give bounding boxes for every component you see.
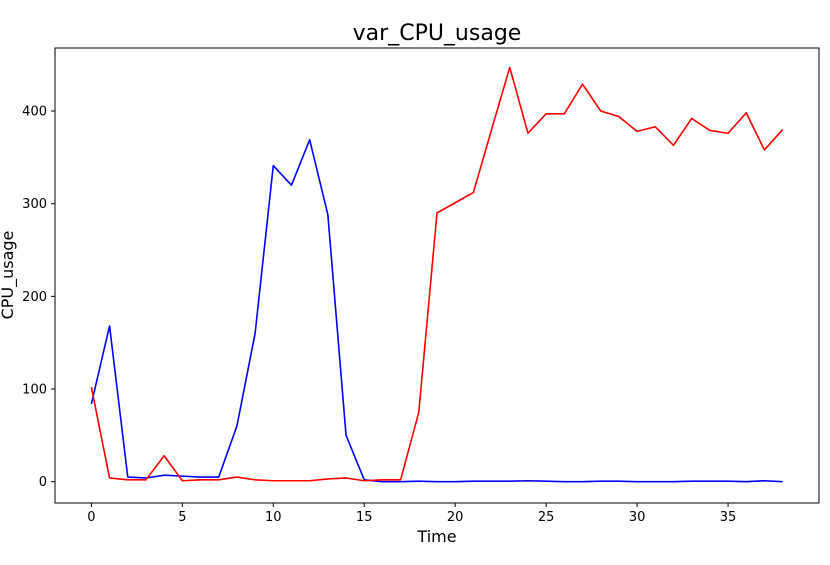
y-tick-label: 300 — [22, 197, 47, 212]
x-tick-label: 5 — [178, 510, 186, 525]
x-tick-label: 35 — [720, 510, 737, 525]
series-group — [90, 66, 784, 483]
x-axis-title: Time — [416, 527, 456, 546]
y-tick-label: 100 — [22, 383, 47, 398]
x-tick-label: 20 — [447, 510, 464, 525]
y-axis-title: CPU_usage — [0, 231, 18, 320]
x-tick-label: 0 — [87, 510, 95, 525]
plot-area-frame — [54, 47, 820, 504]
x-tick-label: 15 — [356, 510, 373, 525]
x-tick-label: 30 — [629, 510, 646, 525]
y-tick-label: 200 — [22, 290, 47, 305]
chart-title: var_CPU_usage — [353, 21, 522, 46]
y-tick-label: 0 — [39, 475, 47, 490]
x-axis: 0 5 10 15 20 25 30 35 — [87, 503, 736, 525]
series-line-2 — [90, 66, 784, 482]
series-line-1 — [90, 138, 783, 483]
x-tick-label: 10 — [265, 510, 282, 525]
x-tick-label: 25 — [538, 510, 555, 525]
y-axis: 0 100 200 300 400 — [22, 105, 55, 490]
y-tick-label: 400 — [22, 105, 47, 120]
